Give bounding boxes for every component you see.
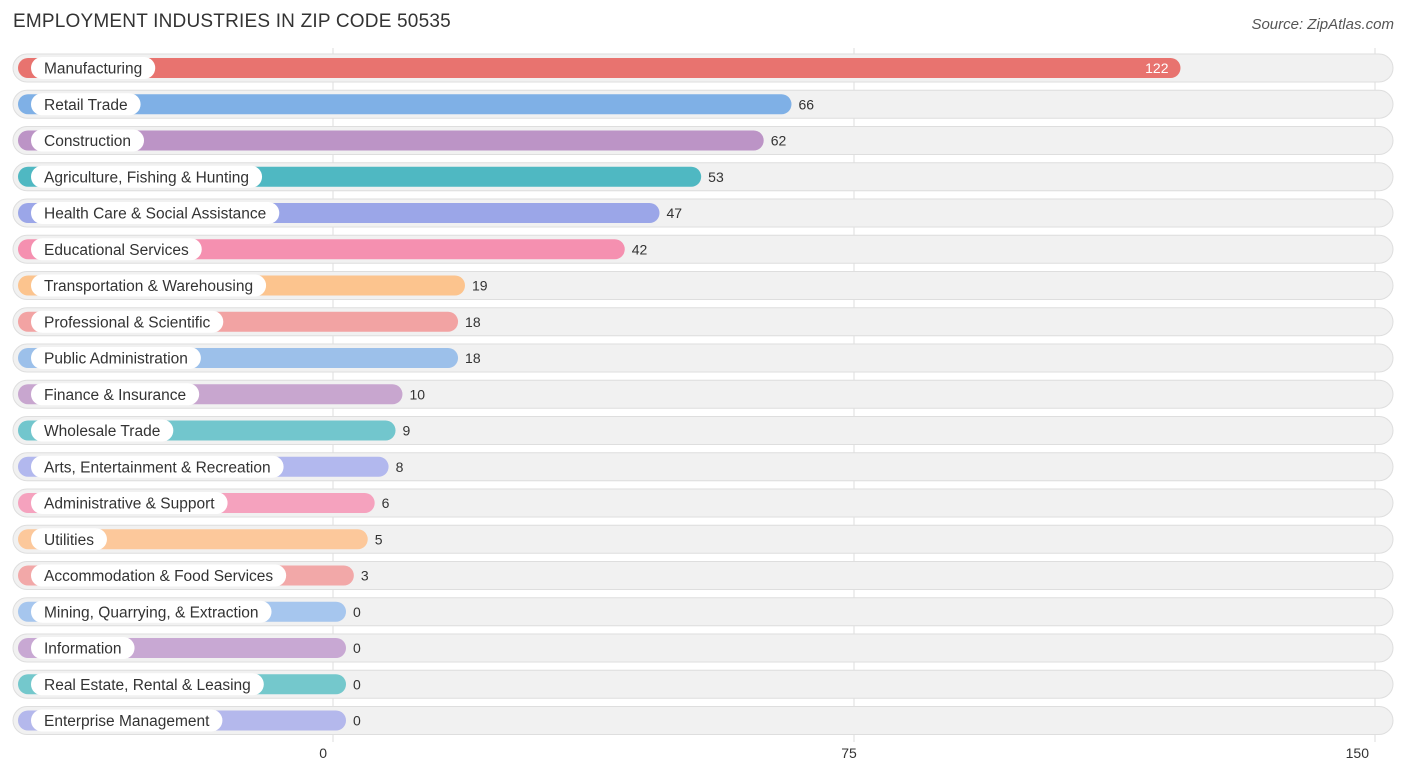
category-label-pill — [31, 455, 284, 478]
value-label: 53 — [708, 169, 724, 185]
bar — [18, 58, 1181, 78]
value-label: 122 — [1145, 60, 1169, 76]
bar-row: Finance & Insurance 10 — [12, 379, 1394, 409]
bar-row: Utilities 5 — [12, 524, 1394, 554]
category-label: Manufacturing — [44, 61, 142, 78]
bar-row: Enterprise Management 0 — [12, 706, 1394, 735]
category-label: Health Care & Social Assistance — [44, 206, 266, 223]
category-label: Professional & Scientific — [44, 314, 211, 331]
category-label-pill — [31, 310, 224, 333]
category-label-pill — [31, 129, 145, 152]
bar-row: Agriculture, Fishing & Hunting 53 — [12, 162, 1394, 192]
bar-row: Real Estate, Rental & Leasing 0 — [12, 669, 1394, 699]
category-label-pill — [31, 383, 200, 406]
category-label: Retail Trade — [44, 97, 128, 114]
bar-track — [12, 706, 1394, 735]
category-label: Transportation & Warehousing — [44, 278, 253, 295]
bar-row: Arts, Entertainment & Recreation 8 — [12, 452, 1394, 482]
bar — [18, 130, 764, 151]
value-label: 62 — [771, 133, 787, 149]
bar-track — [12, 633, 1394, 663]
tick-label: 75 — [841, 745, 857, 761]
bar-row: Retail Trade 66 — [12, 89, 1394, 119]
value-label: 0 — [353, 640, 361, 656]
category-label: Educational Services — [44, 242, 189, 259]
category-label-pill — [31, 419, 174, 442]
category-label-pill — [31, 202, 280, 224]
category-label: Agriculture, Fishing & Hunting — [44, 169, 249, 186]
bar-row: Administrative & Support 6 — [12, 488, 1394, 518]
category-label: Enterprise Management — [44, 713, 210, 730]
value-label: 10 — [409, 386, 425, 402]
category-label-pill — [31, 93, 141, 116]
category-label: Real Estate, Rental & Leasing — [44, 677, 251, 694]
value-label: 47 — [666, 205, 682, 221]
value-label: 42 — [632, 241, 648, 257]
chart-title: EMPLOYMENT INDUSTRIES IN ZIP CODE 50535 — [13, 11, 451, 32]
bar-track — [12, 669, 1394, 699]
category-label-pill — [31, 165, 263, 188]
value-label: 8 — [396, 459, 404, 475]
category-label: Information — [44, 641, 122, 658]
tick-label: 0 — [319, 745, 327, 761]
value-label: 18 — [465, 350, 481, 366]
bar-row: Manufacturing 122 — [12, 53, 1394, 83]
tick-label: 150 — [1346, 745, 1370, 761]
value-label: 0 — [353, 604, 361, 620]
value-label: 19 — [472, 278, 488, 294]
bar-row: Wholesale Trade 9 — [12, 416, 1394, 445]
value-label: 66 — [798, 96, 814, 112]
bar — [18, 94, 792, 115]
category-label: Public Administration — [44, 351, 188, 368]
category-label-pill — [31, 57, 156, 79]
category-label: Accommodation & Food Services — [44, 568, 273, 585]
bar-row: Professional & Scientific 18 — [12, 307, 1394, 337]
bar-track — [12, 597, 1394, 627]
value-label: 5 — [375, 531, 383, 547]
category-label: Wholesale Trade — [44, 423, 160, 440]
bar-row: Accommodation & Food Services 3 — [12, 561, 1394, 590]
bar-row: Information 0 — [12, 633, 1394, 663]
category-label: Mining, Quarrying, & Extraction — [44, 604, 259, 621]
category-label-pill — [31, 528, 107, 551]
category-label-pill — [31, 492, 228, 514]
bar-row: Mining, Quarrying, & Extraction 0 — [12, 597, 1394, 627]
category-label-pill — [31, 637, 135, 659]
category-label-pill — [31, 709, 223, 732]
value-label: 0 — [353, 713, 361, 729]
category-label: Administrative & Support — [44, 496, 215, 513]
x-axis: 0 75 150 — [319, 745, 1369, 761]
category-label-pill — [31, 673, 264, 696]
value-label: 6 — [382, 495, 390, 511]
bar-row: Public Administration 18 — [12, 343, 1394, 373]
value-label: 9 — [403, 423, 411, 439]
value-label: 0 — [353, 676, 361, 692]
category-label-pill — [31, 564, 287, 587]
bar-row: Transportation & Warehousing 19 — [12, 271, 1394, 300]
chart-source: Source: ZipAtlas.com — [1251, 16, 1394, 33]
bar-row: Construction 62 — [12, 126, 1394, 155]
bar-track — [12, 561, 1394, 590]
category-label: Arts, Entertainment & Recreation — [44, 459, 271, 476]
category-label-pill — [31, 600, 272, 623]
value-label: 18 — [465, 314, 481, 330]
category-label-pill — [31, 274, 267, 297]
category-label-pill — [31, 347, 201, 369]
value-label: 3 — [361, 568, 369, 584]
bar-row: Educational Services 42 — [12, 234, 1394, 264]
bar-row: Health Care & Social Assistance 47 — [12, 198, 1394, 228]
category-label: Construction — [44, 133, 131, 150]
category-label: Finance & Insurance — [44, 387, 186, 404]
category-label-pill — [31, 238, 202, 261]
category-label: Utilities — [44, 532, 94, 549]
